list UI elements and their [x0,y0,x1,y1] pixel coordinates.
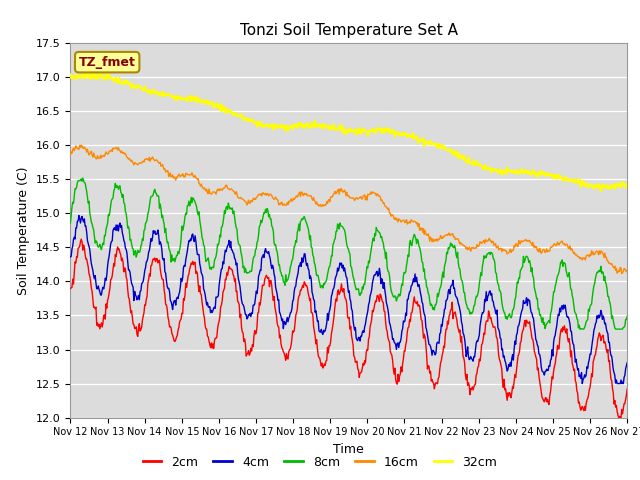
X-axis label: Time: Time [333,443,364,456]
Title: Tonzi Soil Temperature Set A: Tonzi Soil Temperature Set A [240,23,458,38]
Text: TZ_fmet: TZ_fmet [79,56,136,69]
Legend: 2cm, 4cm, 8cm, 16cm, 32cm: 2cm, 4cm, 8cm, 16cm, 32cm [138,451,502,474]
Y-axis label: Soil Temperature (C): Soil Temperature (C) [17,166,30,295]
